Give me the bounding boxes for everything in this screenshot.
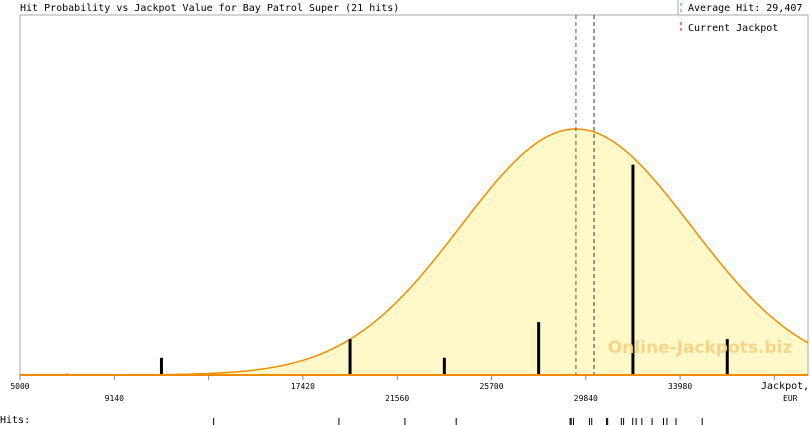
bar	[725, 339, 729, 375]
curve-fill	[20, 129, 808, 375]
x-tick-label: 25700	[479, 382, 503, 391]
x-tick-label: 29840	[574, 394, 598, 403]
x-tick-label: 21560	[385, 394, 409, 403]
bar	[159, 357, 163, 375]
x-tick-label: 9140	[105, 394, 124, 403]
legend-current: Current Jackpot	[688, 23, 778, 34]
watermark: Online-Jackpots.biz	[608, 338, 793, 358]
legend-average: Average Hit: 29,407	[688, 3, 802, 14]
x-axis-label: Jackpot,	[761, 381, 809, 392]
bar	[631, 164, 635, 375]
x-tick-label: 17420	[291, 382, 315, 391]
x-tick-label: 33980	[668, 382, 692, 391]
bar	[442, 357, 446, 375]
chart-title: Hit Probability vs Jackpot Value for Bay…	[20, 3, 399, 14]
hits-label: Hits:	[0, 415, 30, 425]
x-axis-unit: EUR	[783, 394, 798, 403]
bar	[348, 339, 352, 375]
bar	[537, 322, 541, 375]
x-tick-label: 5000	[10, 382, 29, 391]
